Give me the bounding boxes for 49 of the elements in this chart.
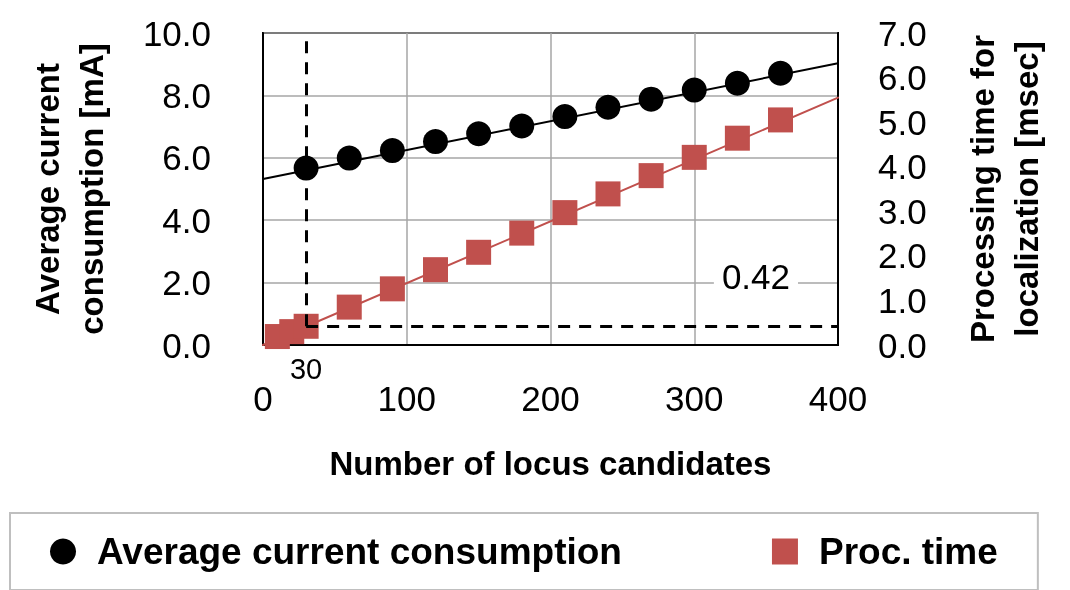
- y-tick-label: 2.0: [162, 263, 211, 303]
- y2-axis-title: Processing time for localization [msec]: [963, 34, 1045, 344]
- point: [336, 294, 362, 320]
- point: [293, 155, 319, 181]
- y-tick-label: 6.0: [162, 138, 211, 178]
- point: [379, 276, 405, 302]
- y-tick-label: 0.0: [162, 325, 211, 365]
- x-tick-label: 300: [665, 379, 724, 418]
- y-tick-label: 8.0: [162, 75, 211, 115]
- legend-label: Average current consumption: [97, 531, 622, 572]
- x-tick-label: 200: [521, 379, 580, 418]
- y2-tick-label: 0.0: [878, 325, 927, 365]
- x-axis-title: Number of locus candidates: [329, 444, 772, 482]
- point: [681, 144, 707, 170]
- y2-tick-label: 1.0: [878, 280, 927, 320]
- y2-tick-label: 5.0: [878, 102, 927, 142]
- point: [466, 239, 492, 265]
- y-axis-title: Average current consumption [mA]: [28, 43, 110, 335]
- point: [681, 77, 707, 103]
- point: [595, 181, 621, 207]
- x-tick-label: 100: [377, 379, 436, 418]
- point: [336, 145, 362, 171]
- y-tick-label: 10.0: [142, 13, 211, 53]
- legend-label: Proc. time: [818, 531, 998, 572]
- point: [466, 121, 492, 147]
- point: [423, 129, 448, 155]
- point: [595, 94, 621, 120]
- point: [552, 104, 578, 130]
- x-tick-label: 0: [253, 379, 273, 418]
- ref-line-label: 30: [289, 353, 323, 385]
- point: [379, 138, 405, 164]
- point: [768, 107, 793, 133]
- y-tick-label: 4.0: [162, 200, 211, 240]
- point: [724, 70, 750, 96]
- y2-tick-label: 4.0: [878, 147, 927, 187]
- y2-tick-label: 6.0: [878, 58, 927, 98]
- y2-tick-label: 2.0: [878, 236, 927, 276]
- point: [423, 257, 448, 283]
- point: [724, 125, 750, 151]
- point: [638, 86, 664, 112]
- point: [509, 220, 535, 246]
- point: [552, 200, 578, 226]
- y2-tick-label: 3.0: [878, 191, 927, 231]
- ref-line-label: 0.42: [721, 256, 790, 296]
- x-tick-label: 400: [808, 379, 868, 418]
- point: [638, 163, 664, 189]
- y2-tick-label: 7.0: [878, 13, 927, 53]
- point: [768, 60, 793, 86]
- point: [509, 113, 535, 139]
